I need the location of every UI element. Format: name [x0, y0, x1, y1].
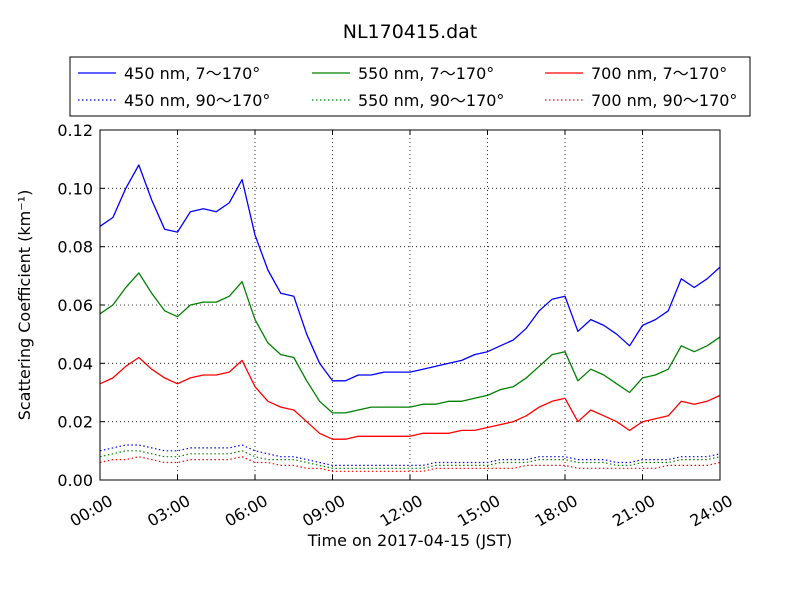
y-tick-label: 0.06	[57, 296, 93, 315]
axis-ticks: 00:00 03:00 06:00 09:00 12:00 15:00 18:00 21:00…	[57, 121, 736, 531]
x-axis-label: Time on 2017-04-15 (JST)	[307, 531, 512, 550]
x-tick-label: 03:00	[144, 491, 193, 531]
legend-label-3: 550 nm, 90～170°	[358, 91, 504, 110]
legend: 450 nm, 7～170° 550 nm, 7～170° 700 nm, 7～17…	[69, 56, 751, 117]
legend-box	[69, 56, 751, 117]
y-tick-label: 0.08	[57, 238, 93, 257]
x-tick-label: 06:00	[222, 491, 271, 531]
x-tick-label: 18:00	[532, 491, 581, 531]
y-tick-label: 0.12	[57, 121, 93, 140]
legend-label-0: 450 nm, 7～170°	[124, 64, 260, 83]
chart-title: NL170415.dat	[343, 21, 478, 43]
x-tick-label: 24:00	[687, 491, 736, 531]
x-tick-label: 09:00	[299, 491, 348, 531]
x-tick-label: 12:00	[377, 491, 426, 531]
y-tick-label: 0.00	[57, 471, 93, 490]
y-tick-label: 0.04	[57, 354, 93, 373]
series-lines	[99, 164, 721, 472]
y-tick-label: 0.02	[57, 413, 93, 432]
series-line-2	[99, 272, 721, 414]
legend-label-1: 450 nm, 90～170°	[124, 91, 270, 110]
x-tick-label: 15:00	[454, 491, 503, 531]
x-tick-label: 21:00	[609, 491, 658, 531]
x-tick-label: 00:00	[67, 491, 116, 531]
y-axis-label: Scattering Coefficient (km⁻¹)	[15, 190, 34, 421]
legend-label-5: 700 nm, 90～170°	[591, 91, 737, 110]
y-tick-label: 0.10	[57, 179, 93, 198]
series-line-1	[99, 444, 721, 466]
legend-label-2: 550 nm, 7～170°	[358, 64, 494, 83]
series-line-4	[99, 356, 721, 440]
series-line-0	[99, 164, 721, 382]
series-line-3	[99, 450, 721, 469]
legend-label-4: 700 nm, 7～170°	[591, 64, 727, 83]
series-line-5	[99, 456, 721, 472]
